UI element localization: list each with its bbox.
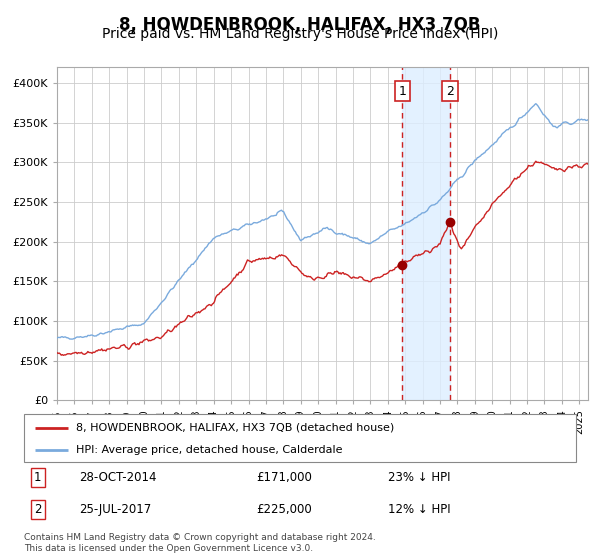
Text: 28-OCT-2014: 28-OCT-2014 — [79, 471, 157, 484]
Text: £171,000: £171,000 — [256, 471, 312, 484]
Text: 8, HOWDENBROOK, HALIFAX, HX3 7QB: 8, HOWDENBROOK, HALIFAX, HX3 7QB — [119, 16, 481, 34]
Text: 8, HOWDENBROOK, HALIFAX, HX3 7QB (detached house): 8, HOWDENBROOK, HALIFAX, HX3 7QB (detach… — [76, 423, 395, 433]
Text: HPI: Average price, detached house, Calderdale: HPI: Average price, detached house, Cald… — [76, 445, 343, 455]
Text: 12% ↓ HPI: 12% ↓ HPI — [388, 503, 451, 516]
Text: 25-JUL-2017: 25-JUL-2017 — [79, 503, 151, 516]
Text: £225,000: £225,000 — [256, 503, 311, 516]
Text: 1: 1 — [398, 85, 406, 97]
Text: Contains HM Land Registry data © Crown copyright and database right 2024.
This d: Contains HM Land Registry data © Crown c… — [24, 533, 376, 553]
Bar — [402, 67, 450, 400]
Text: 2: 2 — [446, 85, 454, 97]
FancyBboxPatch shape — [24, 414, 576, 462]
Text: 23% ↓ HPI: 23% ↓ HPI — [388, 471, 451, 484]
Text: Price paid vs. HM Land Registry's House Price Index (HPI): Price paid vs. HM Land Registry's House … — [102, 27, 498, 41]
Text: 2: 2 — [34, 503, 41, 516]
Text: 1: 1 — [34, 471, 41, 484]
